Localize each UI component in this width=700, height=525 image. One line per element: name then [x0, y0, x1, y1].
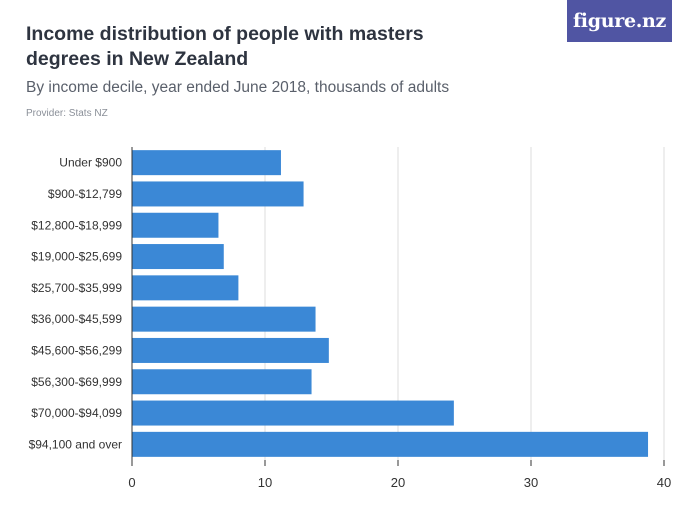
bar-8 [132, 400, 454, 426]
bar-4 [132, 275, 239, 301]
category-label-8: $70,000-$94,099 [31, 406, 122, 420]
bar-2 [132, 212, 219, 238]
bar-6 [132, 337, 329, 363]
chart-subtitle: By income decile, year ended June 2018, … [26, 79, 450, 96]
chart-title: Income distribution of people with maste… [26, 23, 424, 70]
figure-nz-logo[interactable]: figure.nz [567, 0, 672, 42]
bar-7 [132, 369, 312, 395]
category-label-1: $900-$12,799 [48, 187, 122, 201]
bar-3 [132, 244, 224, 270]
category-label-4: $25,700-$35,999 [31, 281, 122, 295]
x-tick-label-2: 20 [391, 475, 405, 490]
category-label-7: $56,300-$69,999 [31, 375, 122, 389]
category-label-6: $45,600-$56,299 [31, 343, 122, 357]
x-tick-label-3: 30 [524, 475, 538, 490]
bar-0 [132, 150, 281, 176]
x-tick-label-4: 40 [657, 475, 671, 490]
x-tick-label-1: 10 [258, 475, 272, 490]
category-label-9: $94,100 and over [29, 437, 122, 451]
bar-5 [132, 306, 316, 332]
x-tick-label-0: 0 [128, 475, 135, 490]
category-label-3: $19,000-$25,699 [31, 250, 122, 264]
bar-9 [132, 431, 649, 457]
category-label-5: $36,000-$45,599 [31, 312, 122, 326]
category-label-2: $12,800-$18,999 [31, 218, 122, 232]
provider-label: Provider: Stats NZ [26, 108, 108, 119]
bar-1 [132, 181, 304, 207]
category-label-0: Under $900 [59, 156, 122, 170]
